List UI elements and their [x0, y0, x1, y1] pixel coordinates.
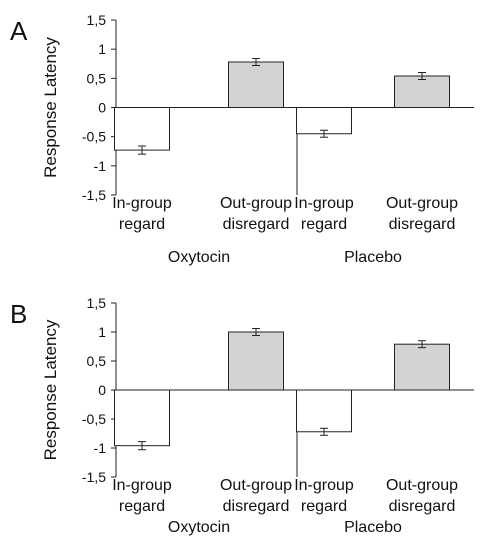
chart-panel-a: A Response Latency 1,5 1 0,5 0 -0,5 -1 -1,5 In-gr…	[10, 12, 474, 266]
y-tick-label: 1	[98, 41, 106, 57]
bar	[296, 389, 352, 433]
group-label: Placebo	[344, 249, 402, 266]
y-tick-label: -1,5	[82, 187, 106, 203]
panel-letter: B	[10, 299, 27, 329]
category-label: Out-group	[386, 477, 458, 494]
category-label: In-group	[112, 195, 172, 212]
category-label: disregard	[223, 216, 290, 233]
y-tick-label: 0	[98, 100, 106, 116]
y-tick-label: -0,5	[82, 411, 106, 427]
bar	[228, 331, 284, 391]
category-label: In-group	[294, 195, 354, 212]
category-label: regard	[119, 498, 165, 515]
category-label: Out-group	[220, 477, 292, 494]
y-tick-label: 1,5	[87, 295, 107, 311]
y-tick-label: -0,5	[82, 129, 106, 145]
group-label: Placebo	[344, 519, 402, 536]
category-label: regard	[119, 216, 165, 233]
group-label: Oxytocin	[168, 249, 230, 266]
y-tick-label: 0,5	[87, 70, 107, 86]
panel-letter: A	[10, 16, 28, 46]
category-label: regard	[301, 216, 347, 233]
category-label: disregard	[389, 498, 456, 515]
category-label: In-group	[294, 477, 354, 494]
category-label: disregard	[223, 498, 290, 515]
bar	[394, 75, 450, 108]
group-label: Oxytocin	[168, 519, 230, 536]
category-label: Out-group	[386, 195, 458, 212]
y-axis-label: Response Latency	[41, 319, 60, 460]
category-label: disregard	[389, 216, 456, 233]
y-axis-label: Response Latency	[41, 37, 60, 178]
bar	[394, 343, 450, 391]
category-label: Out-group	[220, 195, 292, 212]
y-tick-label: 1	[98, 324, 106, 340]
bar	[228, 61, 284, 108]
y-tick-label: 1,5	[87, 12, 107, 28]
chart-panel-b: B Response Latency 1,5 1 0,5 0 -0,5 -1 -1,5 In-gr…	[10, 295, 474, 536]
category-label: In-group	[112, 477, 172, 494]
bar	[114, 107, 170, 151]
bar	[114, 389, 170, 447]
y-tick-label: -1	[94, 158, 107, 174]
y-tick-label: -1,5	[82, 469, 106, 485]
category-label: regard	[301, 498, 347, 515]
y-tick-label: 0	[98, 382, 106, 398]
y-tick-label: 0,5	[87, 353, 107, 369]
y-tick-label: -1	[94, 440, 107, 456]
